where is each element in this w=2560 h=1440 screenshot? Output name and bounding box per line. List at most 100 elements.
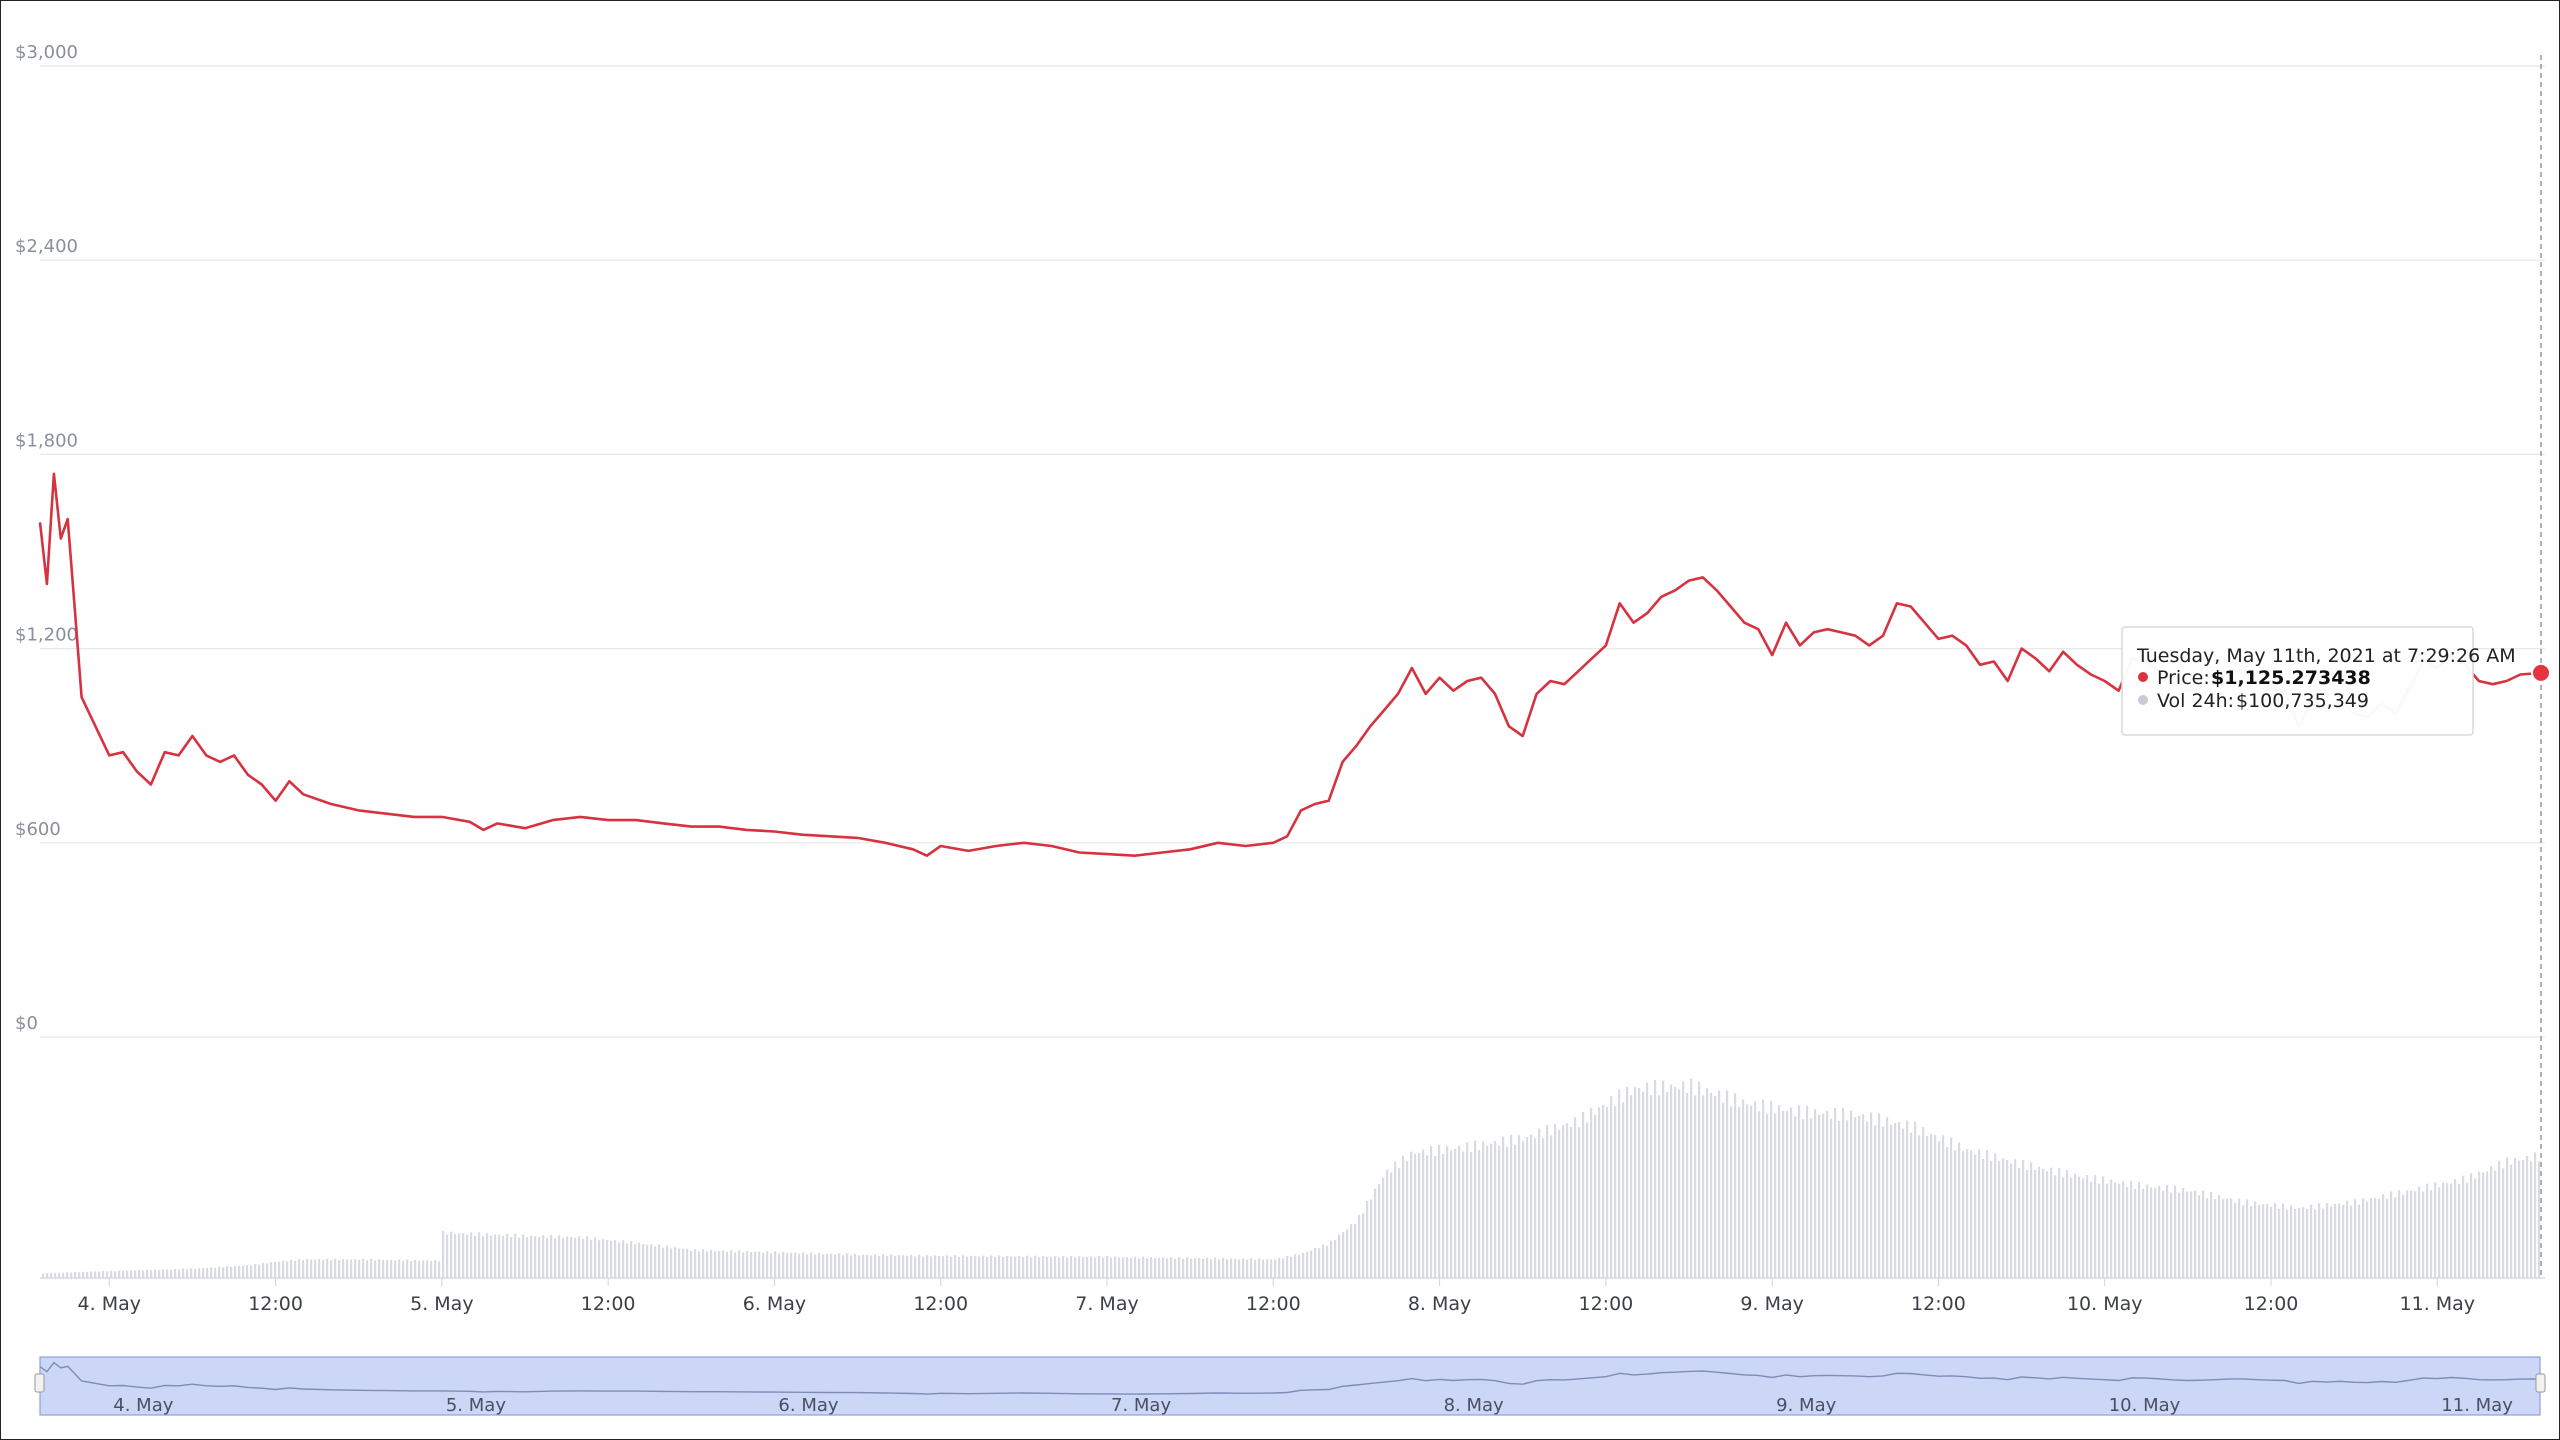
volume-bar xyxy=(478,1232,481,1278)
volume-bar xyxy=(1346,1229,1349,1278)
volume-bar xyxy=(78,1272,81,1278)
volume-bar xyxy=(378,1259,381,1278)
volume-bar xyxy=(846,1253,849,1278)
volume-bar xyxy=(2498,1160,2501,1278)
volume-bar xyxy=(1822,1113,1825,1278)
volume-bar xyxy=(2346,1200,2349,1278)
volume-bar xyxy=(534,1236,537,1278)
volume-bar xyxy=(2294,1208,2297,1278)
volume-bar xyxy=(2438,1187,2441,1278)
volume-bar xyxy=(1482,1141,1485,1278)
volume-bar xyxy=(1742,1099,1745,1278)
volume-bar xyxy=(546,1238,549,1278)
volume-bar xyxy=(2086,1175,2089,1278)
navigator-handle-left[interactable] xyxy=(34,1373,45,1393)
volume-bar xyxy=(530,1235,533,1278)
volume-bar xyxy=(2462,1175,2465,1278)
volume-bar xyxy=(1614,1106,1617,1278)
volume-bar xyxy=(2370,1198,2373,1278)
volume-bar xyxy=(2358,1204,2361,1278)
x-tick-label: 5. May xyxy=(410,1293,473,1315)
volume-bar xyxy=(1570,1126,1573,1278)
volume-bar xyxy=(866,1254,869,1278)
navigator-selection[interactable] xyxy=(39,1356,2541,1416)
navigator-tick-label: 7. May xyxy=(1111,1395,1171,1416)
volume-bar xyxy=(1638,1088,1641,1278)
volume-bar xyxy=(1118,1257,1121,1278)
volume-bar xyxy=(1438,1145,1441,1278)
volume-bar xyxy=(2414,1191,2417,1278)
volume-bar xyxy=(318,1259,321,1278)
volume-bar xyxy=(1250,1258,1253,1278)
volume-bar xyxy=(1746,1104,1749,1278)
x-tick-label: 6. May xyxy=(743,1293,806,1315)
volume-bar xyxy=(1978,1149,1981,1278)
volume-bar xyxy=(330,1260,333,1278)
volume-bar xyxy=(2162,1190,2165,1278)
volume-bar xyxy=(1326,1245,1329,1278)
x-tick-label: 12:00 xyxy=(2244,1293,2299,1315)
volume-bar xyxy=(1726,1090,1729,1278)
volume-bar xyxy=(1878,1113,1881,1278)
volume-bar xyxy=(542,1235,545,1278)
volume-bar xyxy=(86,1271,89,1278)
volume-bar xyxy=(1002,1256,1005,1278)
volume-bar xyxy=(366,1260,369,1278)
volume-bar xyxy=(1510,1134,1513,1278)
volume-bar xyxy=(226,1266,229,1278)
tooltip-vol-dot xyxy=(2138,695,2148,705)
volume-bar xyxy=(1442,1154,1445,1278)
volume-bar xyxy=(2242,1205,2245,1278)
volume-bar xyxy=(1338,1234,1341,1278)
volume-bar xyxy=(450,1231,453,1278)
x-tick-label: 4. May xyxy=(78,1293,141,1315)
volume-bar xyxy=(1202,1258,1205,1278)
volume-bar xyxy=(1994,1153,1997,1278)
volume-bar xyxy=(334,1258,337,1278)
volume-bar xyxy=(1154,1258,1157,1278)
volume-bar xyxy=(1530,1134,1533,1278)
volume-bar xyxy=(1190,1258,1193,1278)
volume-bar xyxy=(2274,1203,2277,1278)
volume-bar xyxy=(1998,1161,2001,1278)
volume-bar xyxy=(2422,1191,2425,1278)
volume-bar xyxy=(814,1254,817,1278)
volume-bar xyxy=(1078,1256,1081,1278)
volume-bar xyxy=(1246,1259,1249,1278)
y-tick-label: $1,200 xyxy=(15,625,78,646)
volume-bar xyxy=(554,1238,557,1278)
volume-bar xyxy=(82,1271,85,1278)
volume-bar xyxy=(1966,1148,1969,1278)
volume-bar xyxy=(1630,1095,1633,1278)
volume-bar xyxy=(2078,1176,2081,1278)
volume-bar xyxy=(898,1255,901,1278)
volume-bar xyxy=(2374,1197,2377,1278)
volume-bar xyxy=(794,1252,797,1278)
volume-bar xyxy=(1730,1106,1733,1278)
volume-bar xyxy=(222,1267,225,1278)
volume-bar xyxy=(50,1273,53,1278)
volume-bar xyxy=(150,1270,153,1278)
volume-bar xyxy=(2518,1160,2521,1278)
volume-bar xyxy=(274,1262,277,1278)
volume-bar xyxy=(834,1254,837,1278)
volume-bar xyxy=(1430,1146,1433,1278)
volume-bar xyxy=(1210,1259,1213,1278)
volume-bar xyxy=(2098,1183,2101,1278)
volume-bar xyxy=(1738,1106,1741,1278)
volume-bar xyxy=(2110,1179,2113,1278)
navigator-handle-right[interactable] xyxy=(2535,1373,2546,1393)
volume-bar xyxy=(2534,1152,2537,1278)
navigator-tick-label: 6. May xyxy=(778,1395,838,1416)
range-navigator[interactable]: 4. May 5. May 6. May 7. May 8. May 9. May 10. … xyxy=(34,1356,2546,1416)
volume-bar xyxy=(2146,1184,2149,1278)
volume-bar xyxy=(1146,1258,1149,1278)
volume-bar xyxy=(2398,1190,2401,1278)
volume-bar xyxy=(1650,1095,1653,1278)
volume-bar xyxy=(2122,1181,2125,1278)
volume-bar xyxy=(1774,1113,1777,1278)
volume-bar xyxy=(206,1267,209,1278)
volume-bar xyxy=(782,1251,785,1278)
navigator-tick-label: 8. May xyxy=(1444,1395,1504,1416)
